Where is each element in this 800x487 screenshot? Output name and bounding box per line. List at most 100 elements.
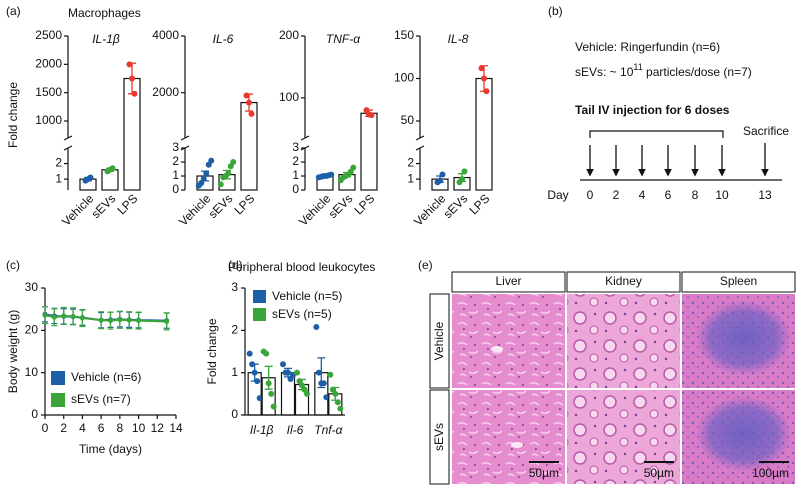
data-point <box>70 313 76 319</box>
column-header-box <box>681 271 796 293</box>
bar <box>240 101 258 191</box>
y-tick-label: 1 <box>55 171 62 185</box>
y-tick-label: 0 <box>172 182 179 196</box>
endpoint-label: Sacrifice <box>743 124 789 138</box>
axis-break <box>63 135 73 141</box>
x-tick-label: sEVs <box>206 191 236 221</box>
y-tick-label: 1500 <box>35 85 62 99</box>
y-tick-label: 0 <box>31 407 38 421</box>
y-tick-label: 200 <box>279 28 299 42</box>
data-point <box>98 317 104 323</box>
x-tick-label: 6 <box>98 421 105 435</box>
micrograph-vessel <box>511 442 523 448</box>
column-header: Spleen <box>720 274 757 288</box>
micrograph <box>567 294 680 388</box>
data-point <box>320 380 327 387</box>
legend-swatch <box>253 308 266 321</box>
data-point <box>51 314 57 320</box>
row-header-box <box>429 293 450 389</box>
data-point <box>208 157 215 164</box>
dose-text: sEVs: ~ 10 <box>575 65 634 79</box>
y-tick-label: 4000 <box>152 28 179 42</box>
data-point <box>203 170 210 177</box>
y-tick-label: 20 <box>25 323 39 337</box>
legend-label: sEVs (n=5) <box>272 307 332 321</box>
chart-title: IL-8 <box>448 32 469 46</box>
y-tick-label: 1 <box>292 168 299 182</box>
x-tick-label: LPS <box>114 191 140 217</box>
x-tick-label: Il-1β <box>250 423 274 437</box>
data-point <box>248 110 255 117</box>
y-tick-label: 50 <box>401 113 415 127</box>
data-point <box>131 90 138 97</box>
data-point <box>268 390 275 397</box>
y-tick-label: 3 <box>292 140 299 154</box>
day-label: 6 <box>665 188 672 202</box>
row-header: Vehicle <box>432 321 446 360</box>
x-tick-label: 12 <box>151 421 165 435</box>
y-axis-label: Body weight (g) <box>6 310 20 393</box>
data-point <box>315 369 322 376</box>
data-point <box>126 317 132 323</box>
chart-title: TNF-α <box>326 32 361 46</box>
injection-label: Tail IV injection for 6 doses <box>575 103 730 117</box>
data-point <box>217 181 224 188</box>
data-point <box>136 318 142 324</box>
y-tick-label: 30 <box>25 280 39 294</box>
data-point <box>249 361 256 368</box>
y-tick-label: 2 <box>172 154 179 168</box>
day-label: 2 <box>613 188 620 202</box>
panel-label: (a) <box>6 4 21 18</box>
y-axis-label: Fold change <box>205 318 219 384</box>
panel-label: (e) <box>418 258 433 272</box>
x-tick-label: LPS <box>466 191 492 217</box>
x-tick-label: sEVs <box>326 191 356 221</box>
data-point <box>265 380 272 387</box>
y-tick-label: 1 <box>407 171 414 185</box>
data-point <box>437 177 443 184</box>
day-label: 0 <box>587 188 594 202</box>
dose-exponent: 11 <box>633 62 642 72</box>
row-header: sEVs <box>432 423 446 451</box>
data-point <box>368 112 375 119</box>
day-label: 4 <box>639 188 646 202</box>
axis-break <box>63 145 73 151</box>
column-header-box <box>451 271 566 293</box>
data-point <box>439 171 446 178</box>
x-tick-label: 2 <box>60 421 67 435</box>
legend-label: Vehicle (n=6) <box>71 370 141 384</box>
group-label: Vehicle: Ringerfundin (n=6) <box>575 40 720 54</box>
y-tick-label: 1 <box>231 365 238 379</box>
y-axis-label: Fold change <box>6 82 20 148</box>
row-header-box <box>429 389 450 485</box>
axis-break <box>180 135 190 141</box>
data-point <box>313 323 320 330</box>
legend-swatch <box>51 393 65 407</box>
data-point <box>42 312 48 318</box>
data-point <box>285 369 291 376</box>
y-tick-label: 100 <box>279 90 299 104</box>
data-point <box>280 361 286 368</box>
data-point <box>61 313 67 319</box>
data-point <box>304 390 310 397</box>
data-point <box>350 164 357 171</box>
data-point <box>481 75 487 82</box>
timeline-label: Day <box>547 188 568 202</box>
data-point <box>243 92 250 99</box>
data-point <box>108 318 113 324</box>
legend-label: Vehicle (n=5) <box>272 289 342 303</box>
panel-label: (b) <box>548 4 563 18</box>
data-point <box>337 405 344 412</box>
y-tick-label: 3 <box>172 140 179 154</box>
micrograph-vessel <box>491 346 503 352</box>
data-point <box>327 371 334 378</box>
day-label: 10 <box>715 188 729 202</box>
data-point <box>256 395 263 402</box>
data-point <box>200 175 207 182</box>
data-point <box>251 369 258 376</box>
data-point <box>87 174 94 181</box>
dose-label: sEVs: ~ 1011 particles/dose (n=7) <box>575 62 752 79</box>
data-point <box>225 170 232 177</box>
y-tick-label: 150 <box>394 28 414 42</box>
